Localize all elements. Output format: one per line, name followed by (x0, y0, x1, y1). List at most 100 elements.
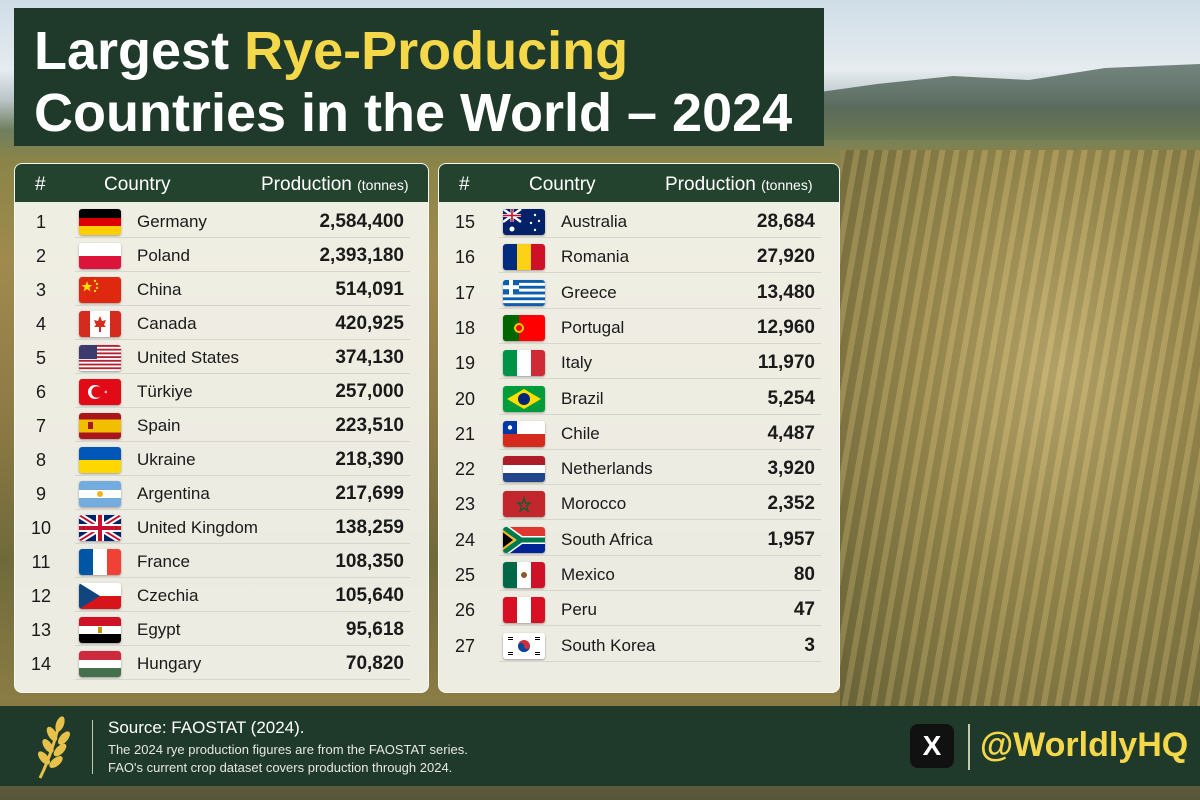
wheat-icon (38, 716, 70, 779)
country-cell: United States (137, 348, 240, 367)
row-divider (75, 577, 410, 578)
country-cell: Brazil (561, 388, 604, 408)
production-cell: 28,684 (756, 211, 815, 232)
table-row: 3 China 514,091 (15, 272, 428, 306)
production-cell: 218,390 (335, 449, 404, 470)
footer-bar: Source: FAOSTAT (2024). The 2024 rye pro… (0, 706, 1200, 786)
italy-flag-icon (503, 350, 545, 377)
country-cell: Romania (561, 247, 630, 267)
row-divider (499, 554, 821, 556)
country-cell: Peru (561, 600, 597, 620)
row-divider (499, 272, 821, 274)
rank-cell: 13 (30, 620, 52, 640)
chile-flag-icon (503, 420, 545, 447)
title-banner: Largest Rye-Producing Countries in the W… (14, 8, 824, 146)
production-cell: 257,000 (335, 381, 404, 402)
rank-cell: 9 (35, 484, 46, 504)
production-cell: 70,820 (345, 653, 404, 674)
country-cell: Greece (561, 282, 617, 302)
production-cell: 27,920 (756, 246, 815, 268)
production-cell: 3,920 (767, 458, 815, 480)
row-divider (499, 378, 821, 380)
footer-divider (92, 720, 93, 774)
country-cell: Ukraine (137, 450, 196, 469)
country-cell: Chile (561, 423, 600, 443)
production-unit: (tonnes) (357, 177, 409, 193)
rank-cell: 20 (454, 388, 476, 409)
production-header-label: Production (665, 174, 756, 195)
row-divider (75, 509, 410, 510)
brazil-flag-icon (503, 385, 545, 412)
rank-header: # (459, 174, 470, 195)
rank-cell: 19 (454, 353, 476, 374)
production-cell: 47 (793, 599, 815, 621)
table-header: # Country Production (tonnes) (439, 164, 839, 202)
row-divider (499, 413, 821, 415)
table-row: 19 Italy 11,970 (439, 345, 839, 380)
title-accent: Rye-Producing (244, 21, 629, 81)
row-divider (75, 543, 410, 544)
x-logo-icon[interactable]: X (910, 724, 954, 768)
ukraine-flag-icon (79, 447, 121, 473)
rank-header: # (35, 174, 46, 195)
country-cell: South Africa (561, 529, 653, 549)
rank-cell: 14 (30, 654, 52, 674)
rank-cell: 18 (454, 317, 476, 338)
rank-cell: 17 (454, 282, 476, 303)
table-row: 13 Egypt 95,618 (15, 612, 428, 646)
rank-cell: 22 (454, 459, 476, 480)
country-cell: United Kingdom (137, 518, 258, 537)
australia-flag-icon (503, 209, 545, 235)
country-cell: Morocco (561, 494, 627, 514)
production-cell: 80 (793, 564, 815, 585)
country-cell: Germany (137, 212, 207, 231)
south-korea-flag-icon (503, 632, 545, 659)
germany-flag-icon (79, 209, 121, 235)
table-row: 25 Mexico 80 (439, 557, 839, 591)
table-row: 21 Chile 4,487 (439, 416, 839, 450)
production-cell: 420,925 (335, 313, 404, 334)
united-kingdom-flag-icon (79, 515, 121, 541)
production-cell: 95,618 (345, 619, 404, 640)
south-africa-flag-icon (503, 526, 545, 553)
czechia-flag-icon (79, 583, 121, 609)
table-row: 16 Romania 27,920 (439, 239, 839, 274)
row-divider (75, 237, 410, 238)
country-cell: Argentina (137, 484, 210, 503)
country-cell: Canada (137, 314, 197, 333)
peru-flag-icon (503, 597, 545, 624)
united-states-flag-icon (79, 345, 121, 371)
row-divider (75, 407, 410, 408)
table-row: 9 Argentina 217,699 (15, 476, 428, 510)
production-cell: 4,487 (767, 422, 815, 444)
production-cell: 223,510 (335, 415, 404, 436)
production-cell: 105,640 (335, 585, 404, 606)
rank-cell: 5 (35, 348, 46, 368)
hungary-flag-icon (79, 651, 121, 677)
table-row: 10 United Kingdom 138,259 (15, 510, 428, 544)
row-divider (75, 305, 410, 306)
ranking-table-right: # Country Production (tonnes) 15 Australi… (438, 163, 840, 693)
production-cell: 108,350 (335, 551, 404, 572)
canada-flag-icon (79, 311, 121, 337)
romania-flag-icon (503, 244, 545, 271)
row-divider (499, 484, 821, 486)
row-divider (75, 679, 410, 680)
rank-cell: 12 (30, 586, 52, 606)
production-unit: (tonnes) (761, 177, 813, 193)
production-cell: 5,254 (767, 387, 815, 409)
morocco-flag-icon (503, 491, 545, 518)
row-divider (75, 373, 410, 374)
production-cell: 374,130 (335, 347, 404, 368)
china-flag-icon (79, 277, 121, 303)
rank-cell: 6 (35, 382, 46, 402)
netherlands-flag-icon (503, 456, 545, 483)
table-row: 18 Portugal 12,960 (439, 310, 839, 344)
portugal-flag-icon (503, 314, 545, 341)
production-cell: 13,480 (756, 281, 815, 303)
row-divider (75, 271, 410, 272)
argentina-flag-icon (79, 481, 121, 507)
page-title-line-1: Largest Rye-Producing (34, 20, 628, 82)
social-handle[interactable]: @WorldlyHQ (980, 726, 1189, 764)
table-row: 6 Türkiye 257,000 (15, 374, 428, 408)
